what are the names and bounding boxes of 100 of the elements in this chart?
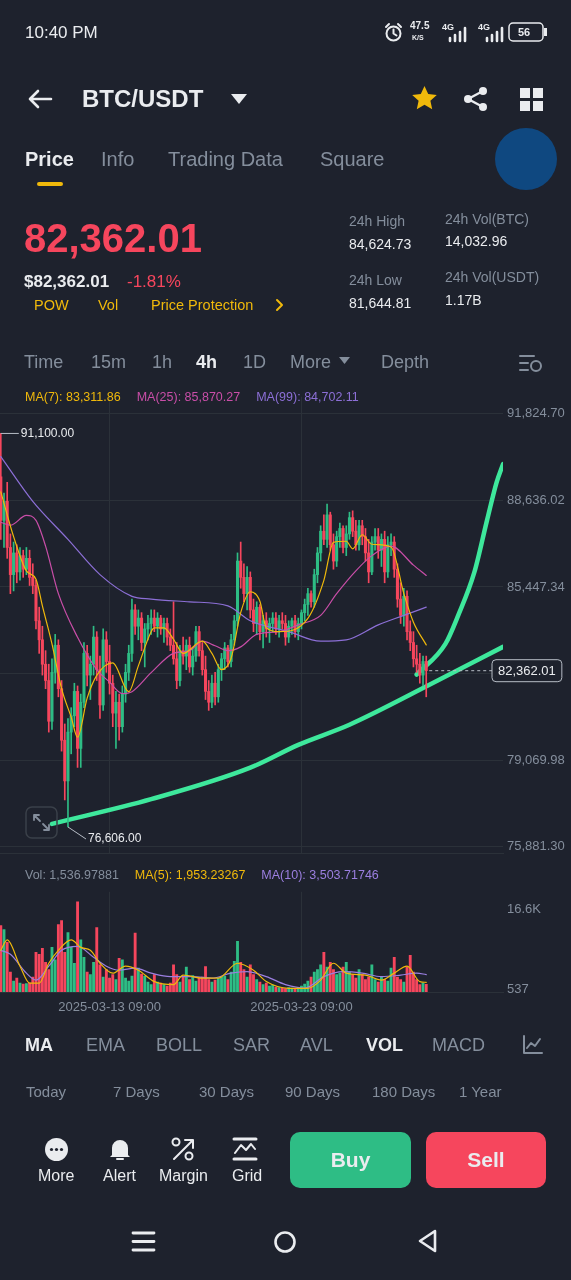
text: 24h Vol(BTC) xyxy=(445,211,530,227)
y-tick-label: 85,447.34 xyxy=(507,578,565,594)
bar xyxy=(268,985,271,992)
text: Grid xyxy=(232,1167,263,1184)
line-series xyxy=(0,455,427,642)
text: EMA xyxy=(86,1035,126,1055)
text: 4G xyxy=(442,21,455,32)
bar xyxy=(56,924,60,992)
bar xyxy=(220,976,223,992)
bar xyxy=(101,976,105,992)
y-tick-label: 91,824.70 xyxy=(507,405,565,421)
text: $82,362.01 xyxy=(24,271,110,291)
text: MA(7): 83,311.86 xyxy=(25,390,121,404)
text: 90 Days xyxy=(285,1082,341,1100)
text: Price Protection xyxy=(151,296,254,313)
text: MA(99): 84,702.11 xyxy=(256,390,359,404)
text: 14,032.96 xyxy=(445,233,508,249)
text: Sell xyxy=(467,1148,505,1172)
text: 1D xyxy=(243,352,267,372)
line-series xyxy=(0,491,427,738)
text: Info xyxy=(101,148,135,170)
text: MA(10): 3,503.71746 xyxy=(261,868,379,882)
y-tick-label: 75,881.30 xyxy=(507,838,565,854)
bar xyxy=(127,980,131,992)
text: 47.5 xyxy=(410,20,430,31)
text: 4h xyxy=(196,352,218,372)
bar xyxy=(95,927,99,992)
text: 180 Days xyxy=(372,1082,436,1100)
bar xyxy=(344,961,348,992)
text: 1.17B xyxy=(445,292,482,308)
bar xyxy=(140,973,143,992)
text: Price xyxy=(25,148,74,170)
bar xyxy=(204,966,207,992)
text: MA(5): 1,953.23267 xyxy=(134,868,246,882)
text: Vol xyxy=(98,296,119,313)
bar xyxy=(79,939,83,992)
bar xyxy=(245,976,249,992)
bar xyxy=(60,920,64,992)
bar xyxy=(223,975,227,992)
bar xyxy=(408,954,412,992)
text: AVL xyxy=(300,1035,333,1055)
x-tick-label: 2025-03-13 09:00 xyxy=(58,999,161,1015)
text: POW xyxy=(34,296,69,313)
text: Square xyxy=(320,148,385,170)
text: 30 Days xyxy=(199,1082,255,1100)
bar xyxy=(5,942,9,992)
text: 10:40 PM xyxy=(25,22,98,42)
bar xyxy=(76,901,79,992)
bar xyxy=(184,966,188,992)
y-tick-label: 88,636.02 xyxy=(507,491,565,507)
text: 24h Low xyxy=(349,272,402,288)
bar xyxy=(236,941,239,992)
bar xyxy=(364,979,367,992)
bar xyxy=(191,975,195,992)
text: MA(25): 85,870.27 xyxy=(136,390,241,404)
text: Vol: 1,536.97881 xyxy=(25,868,119,882)
y-tick-label: 79,069.98 xyxy=(507,751,565,767)
bar xyxy=(104,969,108,992)
text: 84,624.73 xyxy=(349,236,412,252)
text: BOLL xyxy=(156,1035,203,1055)
bar xyxy=(226,979,230,992)
text: 7 Days xyxy=(113,1082,160,1100)
y-tick-label: 537 xyxy=(507,980,529,996)
text: Margin xyxy=(159,1167,208,1184)
bar xyxy=(351,974,355,992)
text: VOL xyxy=(366,1035,404,1055)
annotation: 91,100.00 xyxy=(20,425,75,440)
text: 24h High xyxy=(349,213,406,229)
bar xyxy=(92,961,95,992)
text: 81,644.81 xyxy=(349,295,412,311)
bar xyxy=(360,974,364,992)
x-tick-label: 2025-03-23 09:00 xyxy=(250,999,353,1015)
bar xyxy=(181,976,185,992)
text: Alert xyxy=(103,1167,136,1184)
text: BTC/USDT xyxy=(82,85,204,112)
bar xyxy=(392,956,396,992)
text: MACD xyxy=(432,1035,485,1055)
text: Trading Data xyxy=(168,148,283,170)
bar xyxy=(172,964,175,992)
text: More xyxy=(38,1167,75,1184)
bar xyxy=(143,975,147,992)
annotation: 76,606.00 xyxy=(87,831,142,846)
y-tick-label: 16.6K xyxy=(507,901,542,917)
text: 4G xyxy=(478,21,491,32)
text: Today xyxy=(26,1082,67,1100)
text: 24h Vol(USDT) xyxy=(445,269,540,285)
text: SAR xyxy=(233,1035,271,1055)
ref-line-label: 82,362.01 xyxy=(498,663,556,679)
text: 56 xyxy=(518,25,531,38)
text: 82,362.01 xyxy=(24,216,202,260)
text: Depth xyxy=(381,352,430,372)
bar xyxy=(188,979,191,992)
text: 15m xyxy=(91,352,127,372)
text: MA xyxy=(25,1035,53,1055)
bar xyxy=(322,951,326,992)
bar xyxy=(335,974,339,992)
text: -1.81% xyxy=(127,271,181,291)
bar xyxy=(338,972,342,992)
text: Buy xyxy=(330,1148,371,1172)
bar xyxy=(133,932,137,992)
